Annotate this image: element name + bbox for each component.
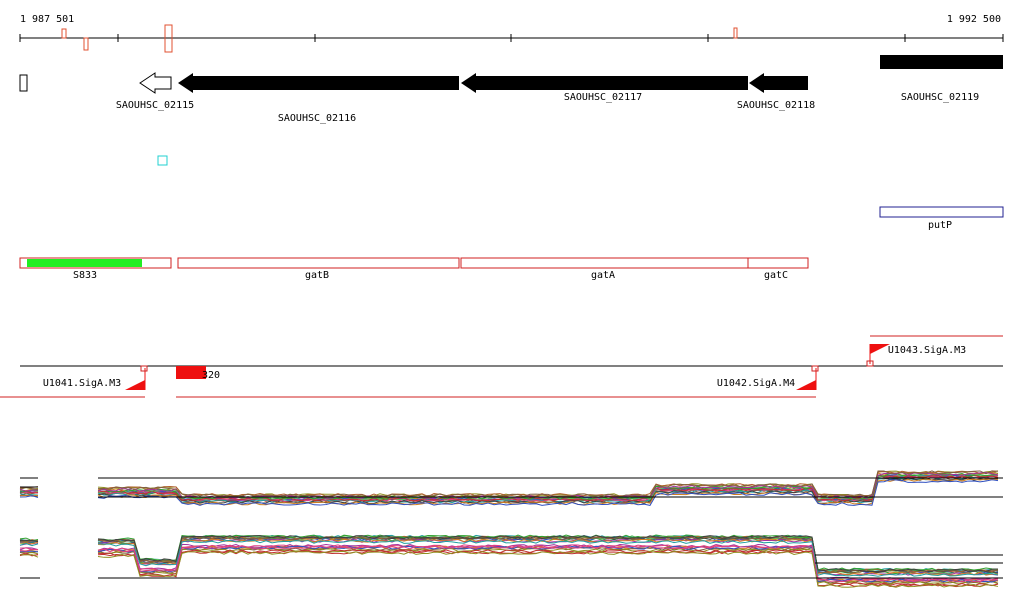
gene-arrow [461, 73, 748, 93]
promoter-label: U1043.SigA.M3 [888, 345, 966, 356]
gene-label: SAOUHSC_02119 [901, 92, 979, 103]
feature-label: putP [928, 220, 952, 231]
operon-label: S833 [73, 270, 97, 281]
gene-label: SAOUHSC_02116 [278, 113, 356, 124]
promoter-label: U1042.SigA.M4 [717, 378, 795, 389]
gene-label: SAOUHSC_02115 [116, 100, 194, 111]
gene-arrow [178, 73, 459, 93]
operon-label: gatA [591, 270, 615, 281]
gene-block [880, 55, 1003, 69]
operon-label: gatC [764, 270, 788, 281]
start-coordinate: 1 987 501 [20, 14, 74, 25]
promoter-label: U1041.SigA.M3 [43, 378, 121, 389]
operon-fill [27, 259, 142, 267]
gene-label: SAOUHSC_02118 [737, 100, 815, 111]
operon-label: gatB [305, 270, 329, 281]
marker-label: 320 [202, 370, 220, 381]
gene-label: SAOUHSC_02117 [564, 92, 642, 103]
end-coordinate: 1 992 500 [947, 14, 1001, 25]
